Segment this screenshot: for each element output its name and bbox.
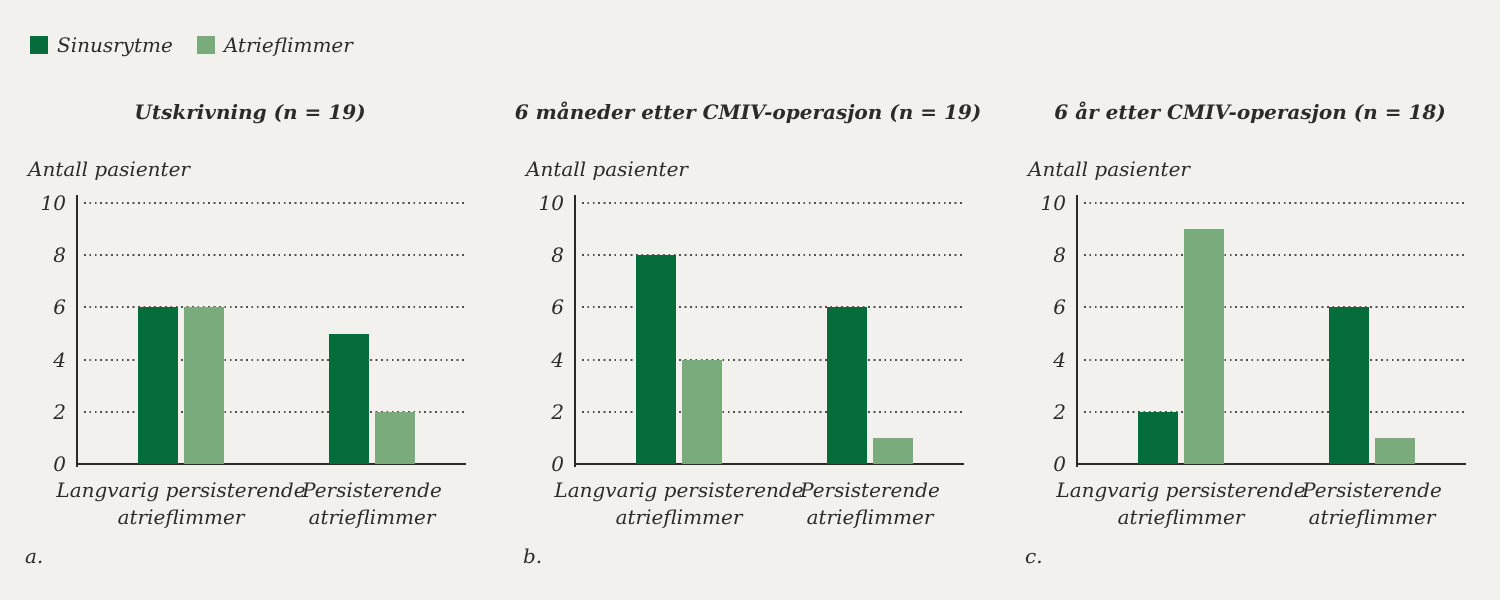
category-label-1: Persisterende atrieflimmer	[302, 478, 442, 529]
ytick-8: 8	[53, 243, 66, 268]
ytick-4: 4	[1053, 347, 1066, 372]
gridline-2	[84, 410, 466, 413]
atrieflimmer-swatch-icon	[196, 36, 215, 54]
bar-atrieflimmer-0	[184, 307, 224, 464]
gridline-10	[1084, 202, 1466, 204]
legend: Sinusrytme Atrieflimmer	[30, 33, 353, 57]
ytick-0: 0	[1053, 452, 1066, 476]
x-axis-line	[76, 463, 466, 465]
gridline-4	[84, 358, 466, 361]
ytick-6: 6	[1053, 295, 1066, 320]
ytick-4: 4	[551, 347, 564, 372]
ytick-0: 0	[53, 452, 66, 476]
panel-a-letter: a.	[25, 544, 44, 568]
y-axis-line	[574, 195, 576, 467]
y-axis-line	[1076, 195, 1078, 467]
bar-atrieflimmer-0	[1184, 229, 1224, 464]
gridline-10	[84, 202, 466, 204]
legend-label-atrieflimmer: Atrieflimmer	[223, 33, 353, 57]
ytick-2: 2	[53, 399, 66, 424]
panel-a-title: Utskrivning (n = 19)	[134, 100, 366, 124]
panel-c-letter: c.	[1025, 544, 1043, 568]
gridline-8	[84, 254, 466, 257]
y-axis-line	[76, 195, 78, 467]
gridline-8	[1084, 254, 1466, 257]
bar-atrieflimmer-1	[873, 437, 913, 464]
panel-b: 6 måneder etter CMIV-operasjon (n = 19) …	[498, 0, 998, 600]
gridline-4	[1084, 358, 1466, 361]
gridline-6	[582, 306, 964, 309]
ytick-6: 6	[551, 295, 564, 320]
ytick-2: 2	[1053, 399, 1066, 424]
legend-label-sinusrytme: Sinusrytme	[57, 33, 173, 57]
category-label-0: Langvarig persisterende atrieflimmer	[1056, 478, 1306, 529]
gridline-8	[582, 254, 964, 257]
bar-sinusrytme-0	[1138, 411, 1178, 464]
bar-sinusrytme-1	[1329, 307, 1369, 464]
gridline-2	[582, 410, 964, 413]
panel-a-yaxis-label: Antall pasienter	[28, 157, 190, 181]
bar-atrieflimmer-1	[1375, 437, 1415, 464]
ytick-6: 6	[53, 295, 66, 320]
panel-a: Utskrivning (n = 19) Antall pasienter 0 2…	[0, 0, 500, 600]
bar-atrieflimmer-0	[682, 359, 722, 464]
panel-c: 6 år etter CMIV-operasjon (n = 18) Antal…	[1000, 0, 1500, 600]
category-label-0: Langvarig persisterende atrieflimmer	[56, 478, 306, 529]
legend-item-atrieflimmer: Atrieflimmer	[196, 33, 353, 57]
ytick-0: 0	[551, 452, 564, 476]
category-label-1: Persisterende atrieflimmer	[1302, 478, 1442, 529]
x-axis-line	[1076, 463, 1466, 465]
gridline-6	[1084, 306, 1466, 309]
category-label-0: Langvarig persisterende atrieflimmer	[554, 478, 804, 529]
panel-b-title: 6 måneder etter CMIV-operasjon (n = 19)	[514, 100, 982, 124]
gridline-6	[84, 306, 466, 309]
ytick-10: 10	[538, 191, 564, 215]
ytick-10: 10	[1040, 191, 1066, 215]
panel-b-yaxis-label: Antall pasienter	[526, 157, 688, 181]
ytick-2: 2	[551, 399, 564, 424]
sinusrytme-swatch-icon	[30, 36, 48, 54]
ytick-8: 8	[1053, 243, 1066, 268]
panel-b-letter: b.	[523, 544, 543, 568]
bar-sinusrytme-1	[329, 333, 369, 464]
bar-atrieflimmer-1	[375, 411, 415, 464]
ytick-4: 4	[53, 347, 66, 372]
panel-c-title: 6 år etter CMIV-operasjon (n = 18)	[1054, 100, 1446, 124]
x-axis-line	[574, 463, 964, 465]
ytick-8: 8	[551, 243, 564, 268]
gridline-10	[582, 202, 964, 204]
gridline-4	[582, 358, 964, 361]
bar-sinusrytme-0	[636, 255, 676, 464]
bar-sinusrytme-1	[827, 307, 867, 464]
ytick-10: 10	[40, 191, 66, 215]
legend-item-sinusrytme: Sinusrytme	[30, 33, 173, 57]
category-label-1: Persisterende atrieflimmer	[800, 478, 940, 529]
panel-c-yaxis-label: Antall pasienter	[1028, 157, 1190, 181]
gridline-2	[1084, 410, 1466, 413]
bar-sinusrytme-0	[138, 307, 178, 464]
